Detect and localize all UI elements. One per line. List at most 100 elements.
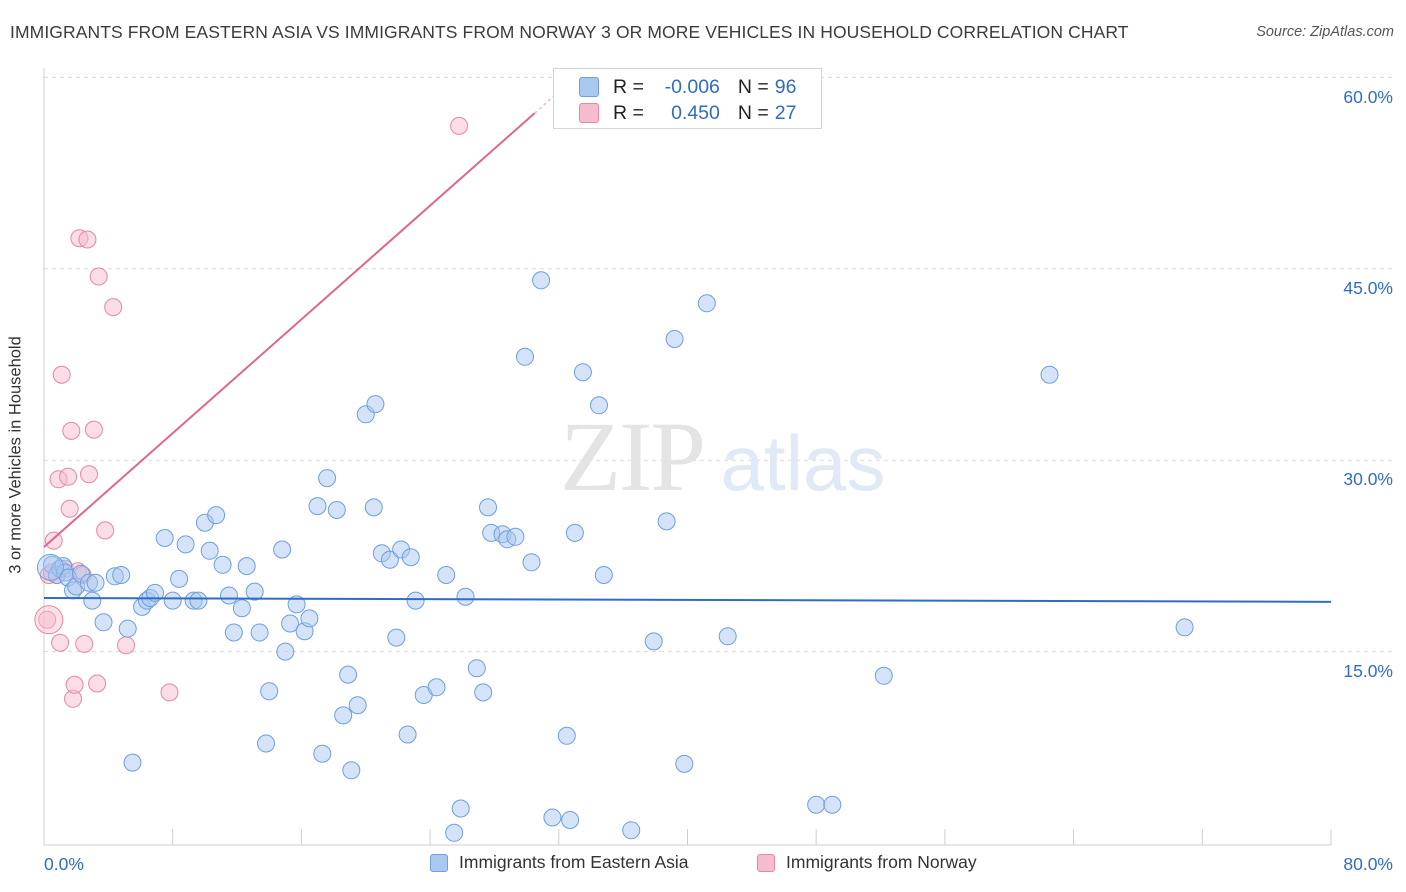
eastern-asia-point <box>36 553 64 581</box>
norway-point <box>117 636 135 655</box>
eastern-asia-point <box>522 553 541 572</box>
eastern-asia-point <box>155 529 174 547</box>
norway-point <box>89 267 108 286</box>
y-tick-label-60: 60.0% <box>1343 87 1393 107</box>
x-tick-label-max: 80.0% <box>1343 854 1393 874</box>
norway-point <box>84 420 103 439</box>
legend-r-value: -0.006 <box>664 75 720 98</box>
eastern-asia-point <box>342 761 361 780</box>
eastern-asia-point <box>657 512 676 531</box>
eastern-asia-point <box>532 271 551 290</box>
bottom-legend-eastern-asia: Immigrants from Eastern Asia <box>430 852 689 873</box>
eastern-asia-point <box>427 678 446 697</box>
bottom-legend-label-eastern-asia: Immigrants from Eastern Asia <box>459 852 689 872</box>
norway-point <box>38 610 57 629</box>
eastern-asia-point <box>718 627 737 646</box>
eastern-asia-point <box>207 506 226 525</box>
eastern-asia-trend-line <box>43 597 1332 603</box>
eastern-asia-point <box>237 557 256 576</box>
eastern-asia-point <box>437 566 456 584</box>
eastern-asia-point <box>874 666 893 685</box>
eastern-asia-point <box>398 725 417 744</box>
bottom-legend-swatch-eastern-asia <box>430 853 448 872</box>
correlation-legend-box: R = -0.006 N = 96 R = 0.450 N = 27 <box>553 68 822 129</box>
eastern-asia-point <box>327 501 346 519</box>
eastern-asia-point <box>276 642 295 661</box>
eastern-asia-point <box>334 706 353 725</box>
eastern-asia-point <box>451 799 470 818</box>
eastern-asia-point <box>260 682 279 701</box>
eastern-asia-point <box>406 591 425 610</box>
tick-labels: 0.0% 80.0% 15.0% 30.0% 45.0% 60.0% <box>44 87 1393 874</box>
eastern-asia-point <box>281 614 300 633</box>
eastern-asia-point <box>170 569 189 588</box>
norway-point <box>75 634 94 653</box>
eastern-asia-point <box>387 628 406 647</box>
watermark-zip: ZIP <box>560 401 704 512</box>
norway-trend-extension <box>534 84 568 114</box>
eastern-asia-point <box>300 609 319 628</box>
axes <box>43 68 1332 846</box>
eastern-asia-point <box>675 754 694 773</box>
eastern-asia-point <box>245 582 264 601</box>
legend-r-value: 0.450 <box>671 101 720 124</box>
norway-point <box>62 421 81 440</box>
grid-lines <box>44 76 1392 653</box>
norway-point <box>80 465 98 484</box>
eastern-asia-point <box>445 823 464 842</box>
norway-point <box>52 365 71 384</box>
eastern-asia-point <box>467 659 486 678</box>
bottom-legend-swatch-norway <box>757 853 775 872</box>
legend-swatch-eastern-asia <box>579 77 599 97</box>
eastern-asia-point <box>94 613 113 632</box>
eastern-asia-point <box>479 498 497 517</box>
eastern-asia-point <box>561 811 580 829</box>
eastern-asia-point <box>516 347 534 366</box>
eastern-asia-point <box>200 541 219 560</box>
eastern-asia-point <box>313 744 332 763</box>
eastern-asia-point <box>163 591 182 610</box>
legend-n-value: 27 <box>774 101 797 124</box>
eastern-asia-point <box>213 555 232 574</box>
y-tick-label-15: 15.0% <box>1343 661 1393 681</box>
eastern-asia-point <box>474 683 493 702</box>
eastern-asia-point <box>573 363 592 382</box>
norway-point <box>160 683 179 702</box>
eastern-asia-point <box>807 795 826 814</box>
eastern-asia-point <box>565 523 584 542</box>
eastern-asia-point <box>1175 618 1194 637</box>
eastern-asia-point <box>644 632 663 651</box>
eastern-asia-point <box>594 566 613 584</box>
y-tick-label-45: 45.0% <box>1343 278 1393 298</box>
bottom-legend-norway: Immigrants from Norway <box>757 852 977 873</box>
norway-point <box>78 230 97 249</box>
eastern-asia-point <box>590 396 608 415</box>
eastern-asia-point <box>83 591 102 610</box>
eastern-asia-point <box>232 599 251 618</box>
eastern-asia-point <box>366 395 385 414</box>
eastern-asia-point <box>250 623 269 642</box>
eastern-asia-point <box>224 623 243 642</box>
eastern-asia-point <box>318 469 337 488</box>
eastern-asia-point <box>273 540 292 559</box>
legend-n-value: 96 <box>774 75 797 98</box>
trend-lines <box>43 84 1332 603</box>
eastern-asia-point <box>257 734 275 753</box>
legend-r-label: R = <box>613 75 644 98</box>
eastern-asia-point <box>348 696 367 715</box>
eastern-asia-points <box>36 271 1194 842</box>
bottom-legend-label-norway: Immigrants from Norway <box>786 852 977 872</box>
eastern-asia-point <box>287 595 306 614</box>
norway-point <box>65 675 84 694</box>
eastern-asia-point <box>401 548 420 567</box>
eastern-asia-point <box>622 821 641 840</box>
norway-point <box>88 674 107 693</box>
norway-point <box>34 605 64 635</box>
eastern-asia-point <box>176 535 195 554</box>
y-tick-label-30: 30.0% <box>1343 469 1393 489</box>
legend-n-label: N = <box>737 101 769 124</box>
chart-source: Source: ZipAtlas.com <box>1256 24 1394 40</box>
eastern-asia-point <box>86 573 105 592</box>
eastern-asia-point <box>665 330 684 348</box>
